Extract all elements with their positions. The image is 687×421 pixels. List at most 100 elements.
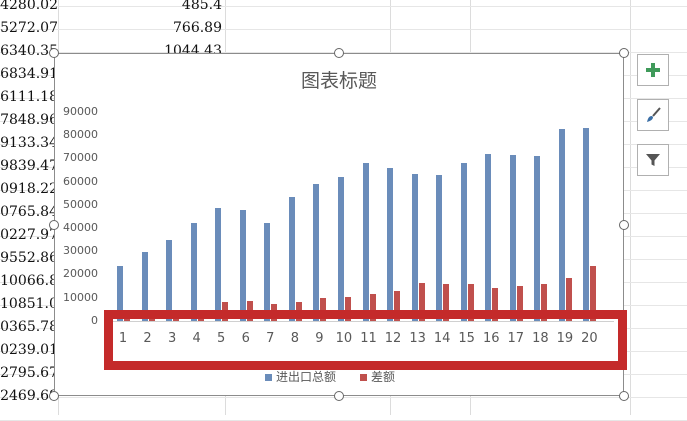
chart-legend[interactable]: 进出口总额 差额: [250, 368, 450, 382]
chart-filter-icon: [646, 154, 660, 166]
bar-balance-1[interactable]: [124, 318, 130, 321]
chart-elements-icon: [646, 63, 660, 77]
resize-handle-bottom-right[interactable]: [619, 391, 629, 401]
bar-balance-2[interactable]: [148, 318, 155, 321]
cell-col-a[interactable]: 0918.22: [0, 181, 58, 197]
y-tick-label: 30000: [63, 244, 98, 258]
cell-col-a[interactable]: 6834.91: [0, 66, 58, 82]
legend-swatch-balance: [360, 374, 367, 381]
bar-total-9[interactable]: [313, 183, 320, 321]
bar-total-17[interactable]: [509, 154, 516, 321]
x-tick-label: 20: [581, 331, 598, 346]
bar-total-12[interactable]: [387, 167, 394, 321]
cell-col-a[interactable]: 7848.96: [0, 112, 58, 128]
legend-label-balance: 差额: [371, 370, 396, 382]
chart-elements-button[interactable]: [637, 54, 669, 86]
x-tick-label: 11: [360, 331, 377, 346]
bar-total-15[interactable]: [460, 163, 467, 321]
cell-col-a[interactable]: 5272.07: [0, 20, 58, 36]
bar-total-14[interactable]: [436, 174, 443, 321]
x-tick-label: 19: [556, 331, 574, 346]
cell-col-a[interactable]: 10066.8: [0, 273, 58, 289]
cell-col-a[interactable]: 2795.67: [0, 365, 58, 381]
legend-label-total: 进出口总额: [276, 370, 337, 382]
x-tick-label: 4: [192, 331, 201, 346]
chart-title[interactable]: 图表标题: [300, 70, 377, 92]
bar-balance-10[interactable]: [344, 296, 351, 321]
resize-handle-top-left[interactable]: [49, 48, 59, 58]
bar-balance-17[interactable]: [516, 286, 523, 321]
x-tick-label: 10: [335, 331, 353, 346]
legend-item-total: 进出口总额: [265, 368, 336, 382]
bar-balance-11[interactable]: [369, 294, 376, 321]
legend-swatch-total: [265, 374, 272, 381]
x-tick-label: 12: [384, 331, 402, 346]
bar-balance-3[interactable]: [173, 317, 180, 321]
cell-col-a[interactable]: 2469.69: [0, 388, 58, 404]
bar-total-8[interactable]: [288, 196, 295, 321]
y-tick-label: 10000: [63, 290, 98, 304]
x-tick-label: 13: [409, 331, 426, 346]
bar-total-18[interactable]: [534, 156, 541, 321]
x-tick-label: 14: [433, 331, 451, 346]
cell-col-a[interactable]: 9839.47: [0, 158, 58, 174]
x-tick-label: 18: [532, 331, 549, 346]
bar-balance-13[interactable]: [418, 282, 425, 321]
cell-col-b[interactable]: 485.4: [181, 0, 222, 13]
cell-col-b[interactable]: 766.89: [173, 20, 222, 36]
bar-total-5[interactable]: [215, 208, 222, 321]
resize-handle-top-right[interactable]: [619, 48, 629, 58]
x-tick-label: 17: [507, 331, 525, 346]
bar-total-7[interactable]: [264, 223, 271, 321]
cell-col-a[interactable]: 10851.03: [0, 296, 67, 312]
bar-total-1[interactable]: [117, 266, 123, 321]
x-tick-label: 7: [266, 331, 275, 346]
x-tick-label: 16: [482, 331, 500, 346]
cell-col-a[interactable]: 6340.35: [0, 43, 58, 59]
bar-total-4[interactable]: [190, 223, 197, 321]
y-tick-label: 70000: [63, 151, 98, 165]
cell-col-a[interactable]: 4280.02: [0, 0, 58, 13]
x-tick-label: 6: [241, 331, 250, 346]
bar-balance-19[interactable]: [565, 278, 572, 321]
bar-total-19[interactable]: [558, 129, 565, 321]
x-tick-label: 8: [290, 331, 299, 346]
cell-col-a[interactable]: 0239.01: [0, 342, 58, 358]
chart-filter-button[interactable]: [637, 144, 669, 176]
x-tick-label: 3: [167, 331, 177, 346]
cell-col-a[interactable]: 0365.78: [0, 319, 58, 335]
cell-col-a[interactable]: 0227.97: [0, 227, 58, 243]
resize-handle-left[interactable]: [49, 220, 59, 230]
bar-balance-12[interactable]: [394, 290, 401, 321]
bar-balance-16[interactable]: [492, 288, 499, 321]
resize-handle-right[interactable]: [619, 220, 629, 230]
chart-styles-button[interactable]: [637, 99, 669, 131]
bar-total-3[interactable]: [166, 239, 173, 321]
bar-balance-15[interactable]: [467, 283, 474, 321]
bar-total-11[interactable]: [362, 163, 369, 321]
y-tick-label: 50000: [63, 197, 98, 211]
cell-col-a[interactable]: 9133.34: [0, 135, 58, 151]
y-tick-label: 0: [91, 313, 98, 327]
x-tick-label: 5: [217, 331, 226, 346]
bar-balance-14[interactable]: [443, 283, 450, 321]
y-tick-label: 40000: [63, 221, 98, 234]
x-tick-label: 15: [458, 331, 475, 346]
bar-balance-9[interactable]: [320, 297, 327, 321]
cell-col-a[interactable]: 9552.86: [0, 250, 58, 266]
bar-balance-20[interactable]: [590, 266, 597, 321]
bar-balance-18[interactable]: [541, 283, 548, 321]
bar-total-13[interactable]: [411, 173, 418, 321]
bar-total-16[interactable]: [485, 153, 492, 321]
resize-handle-top[interactable]: [334, 48, 344, 58]
bar-total-2[interactable]: [141, 252, 148, 321]
y-tick-label: 20000: [63, 267, 98, 281]
resize-handle-bottom[interactable]: [334, 391, 344, 401]
bar-total-10[interactable]: [337, 177, 344, 321]
cell-col-a[interactable]: 0765.84: [0, 204, 58, 220]
resize-handle-bottom-left[interactable]: [49, 391, 59, 401]
bar-total-20[interactable]: [583, 128, 590, 321]
bar-total-6[interactable]: [239, 209, 246, 321]
cell-col-a[interactable]: 6111.18: [0, 89, 58, 105]
x-tick-label: 1: [118, 331, 128, 346]
